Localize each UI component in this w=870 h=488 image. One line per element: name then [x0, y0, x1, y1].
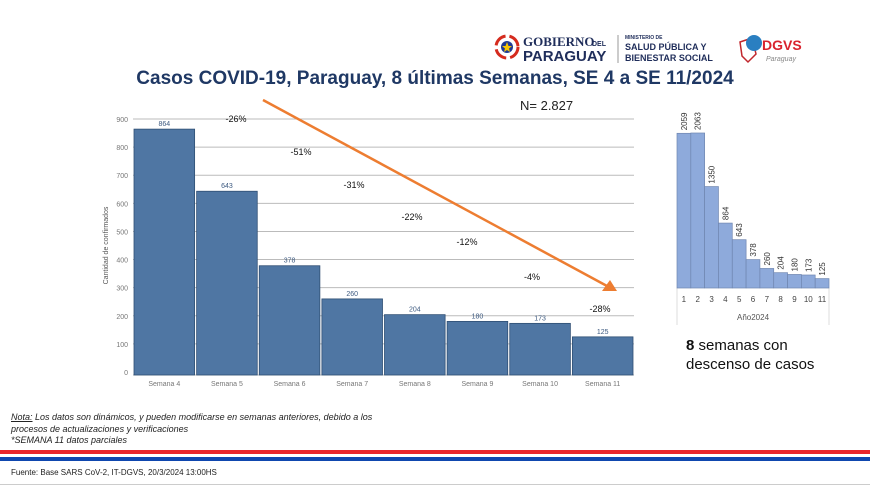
data-label: 2059	[680, 112, 689, 130]
data-label: 180	[472, 313, 484, 320]
x-tick-label: Semana 11	[585, 381, 620, 388]
x-tick-label: 1	[682, 295, 687, 304]
gobierno-line2: PARAGUAY	[523, 48, 606, 65]
svg-text:DEL: DEL	[592, 41, 607, 48]
bar	[731, 239, 747, 289]
data-label: 2063	[694, 112, 703, 130]
y-tick-label: 300	[116, 286, 128, 293]
y-tick-label: 200	[116, 314, 128, 321]
percent-change-label: -51%	[290, 147, 311, 157]
x-tick-label: 5	[737, 295, 742, 304]
bar	[814, 278, 830, 289]
bar	[787, 274, 802, 289]
bar	[676, 132, 692, 289]
x-tick-label: 8	[778, 295, 783, 304]
bar	[690, 132, 705, 289]
trend-arrow	[262, 98, 608, 288]
trend-arrowhead	[602, 280, 617, 291]
footer-divider	[0, 484, 870, 485]
data-label: 864	[721, 206, 730, 220]
bar	[321, 298, 383, 376]
total-label: N= 2.827	[520, 98, 574, 113]
data-label: 1350	[708, 165, 717, 183]
svg-text:DGVS: DGVS	[762, 37, 802, 53]
bar	[745, 259, 761, 289]
flag-stripe-blue	[0, 457, 870, 461]
percent-change-label: -28%	[589, 304, 610, 314]
bar	[759, 268, 775, 289]
page-title: Casos COVID-19, Paraguay, 8 últimas Sema…	[136, 68, 734, 89]
y-tick-label: 800	[116, 145, 128, 152]
x-tick-label: 11	[818, 295, 827, 304]
bar	[446, 320, 509, 376]
bar	[384, 314, 446, 376]
x-tick-label: 7	[765, 295, 770, 304]
data-label: 864	[158, 121, 170, 128]
percent-change-label: -26%	[225, 114, 246, 124]
bar	[509, 322, 571, 376]
data-label: 180	[790, 258, 799, 272]
x-tick-label: Semana 9	[461, 381, 493, 388]
y-tick-label: 100	[116, 342, 128, 349]
bar	[704, 186, 719, 289]
y-axis-label: Cantidad de confirmados	[103, 206, 110, 284]
data-label: 173	[534, 315, 546, 322]
svg-text:SALUD PÚBLICA Y: SALUD PÚBLICA Y	[625, 41, 707, 52]
y-tick-label: 600	[116, 201, 128, 208]
bar	[571, 336, 634, 376]
percent-change-label: -22%	[401, 212, 422, 222]
data-label: 378	[749, 243, 758, 257]
source-text: Fuente: Base SARS CoV-2, IT-DGVS, 20/3/2…	[11, 468, 217, 477]
data-label: 260	[763, 252, 772, 266]
x-tick-label: 6	[751, 295, 756, 304]
bar	[773, 272, 788, 289]
percent-change-label: -12%	[456, 237, 477, 247]
y-tick-label: 400	[116, 258, 128, 265]
paraguay-seal-logo	[494, 34, 520, 60]
svg-text:BIENESTAR SOCIAL: BIENESTAR SOCIAL	[625, 53, 713, 63]
x-tick-label: 3	[709, 295, 714, 304]
data-label: 260	[346, 291, 358, 298]
data-label: 125	[818, 262, 827, 276]
data-label: 643	[221, 183, 233, 190]
data-label: 173	[804, 258, 813, 272]
side-bar-chart: 2059120632135038644643537862607204818091…	[676, 112, 830, 325]
gobierno-line1: GOBIERNO	[523, 34, 595, 49]
data-label: 204	[409, 307, 421, 314]
percent-change-label: -4%	[524, 272, 540, 282]
data-label: 643	[735, 223, 744, 237]
logos: GOBIERNO DEL PARAGUAY MINISTERIO DE SALU…	[494, 34, 802, 65]
x-tick-label: Semana 6	[274, 381, 306, 388]
bar	[196, 190, 258, 376]
data-label: 204	[777, 256, 786, 270]
bar	[133, 128, 196, 376]
dgvs-logo: DGVS Paraguay	[739, 35, 802, 64]
x-tick-label: Semana 8	[399, 381, 431, 388]
y-tick-label: 900	[116, 117, 128, 124]
main-bar-chart: 0 100 200 300 400 500 600 700 800 900 Cantidad de …	[103, 98, 634, 388]
data-note: Nota: Los datos son dinámicos, y pueden …	[11, 412, 373, 445]
svg-text:Paraguay: Paraguay	[766, 56, 796, 63]
summary-note: 8 semanas con descenso de casos	[686, 337, 815, 373]
x-tick-label: Semana 4	[148, 381, 180, 388]
x-tick-label: Semana 7	[336, 381, 368, 388]
data-label: 378	[284, 258, 296, 265]
x-axis-label: Año2024	[737, 313, 770, 322]
percent-change-label: -31%	[343, 180, 364, 190]
bar	[258, 265, 321, 376]
bar	[718, 222, 733, 289]
x-tick-label: Semana 5	[211, 381, 243, 388]
y-tick-label: 700	[116, 173, 128, 180]
x-tick-label: Semana 10	[522, 381, 558, 388]
flag-stripe-red	[0, 450, 870, 454]
y-tick-label: 500	[116, 229, 128, 236]
data-label: 125	[597, 329, 609, 336]
svg-text:MINISTERIO DE: MINISTERIO DE	[625, 35, 663, 41]
x-tick-label: 10	[804, 295, 813, 304]
x-tick-label: 9	[792, 295, 797, 304]
bar	[801, 274, 816, 289]
x-tick-label: 4	[723, 295, 728, 304]
x-tick-label: 2	[696, 295, 701, 304]
y-tick-label: 0	[124, 370, 128, 377]
